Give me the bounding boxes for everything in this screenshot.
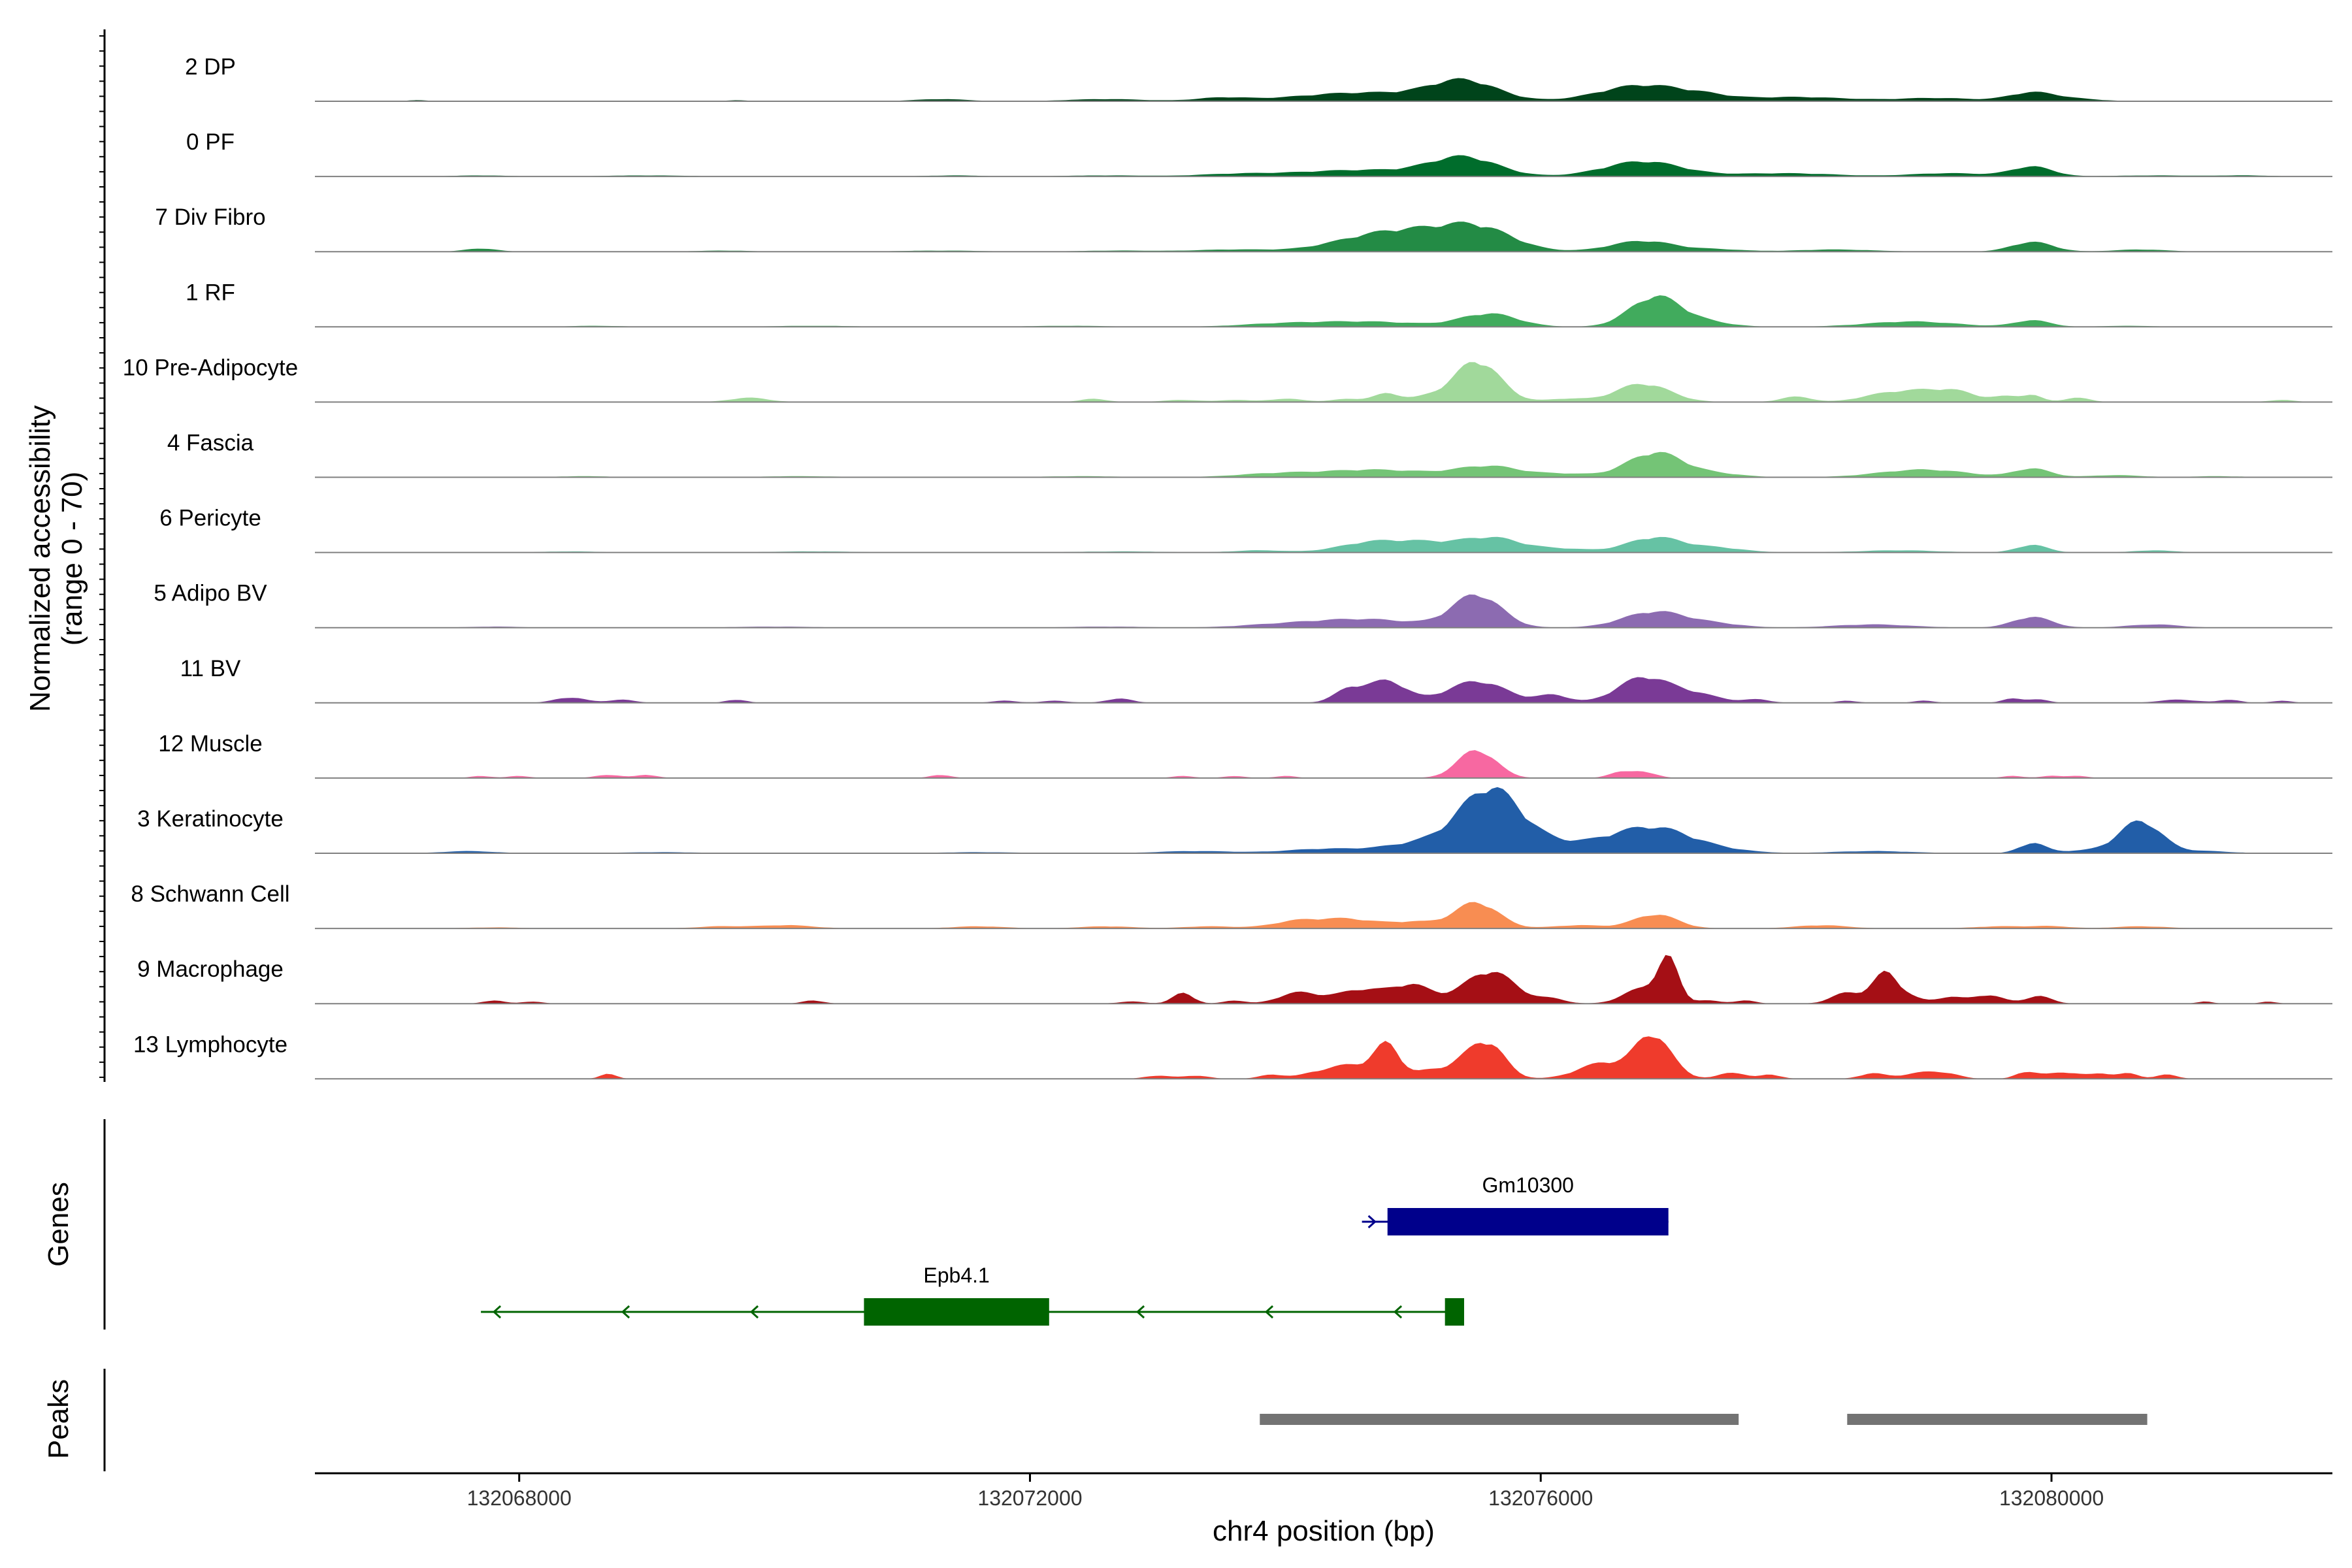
track-label: 8 Schwann Cell — [131, 881, 289, 907]
gene-exon — [1445, 1298, 1464, 1326]
track-5-adipo-bv: 5 Adipo BV — [154, 581, 2332, 629]
track-label: 9 Macrophage — [137, 956, 284, 982]
track-3-keratinocyte: 3 Keratinocyte — [137, 787, 2332, 854]
track-8-schwann-cell: 8 Schwann Cell — [131, 881, 2332, 930]
strand-arrow — [621, 1305, 630, 1319]
peaks-panel-label: Peaks — [42, 1379, 74, 1459]
track-label: 1 RF — [186, 280, 235, 305]
strand-arrow — [1135, 1305, 1145, 1319]
x-tick-label: 132076000 — [1488, 1486, 1593, 1510]
track-9-macrophage: 9 Macrophage — [137, 955, 2332, 1005]
track-label: 11 BV — [180, 656, 241, 681]
coverage-area — [315, 677, 2332, 703]
x-axis-ticks: 132068000 132072000 132076000 132080000 — [467, 1473, 2104, 1510]
gene-exon — [864, 1298, 1049, 1326]
gene-epb4-1: Epb4.1 — [481, 1264, 1464, 1326]
track-1-rf: 1 RF — [186, 280, 2332, 328]
gene-label: Epb4.1 — [923, 1264, 989, 1287]
coverage-area — [315, 750, 2332, 778]
strand-arrow — [749, 1305, 759, 1319]
track-label: 3 Keratinocyte — [137, 806, 284, 832]
track-10-pre-adipocyte: 10 Pre-Adipocyte — [123, 355, 2332, 403]
track-label: 0 PF — [186, 129, 235, 155]
x-tick-label: 132080000 — [1999, 1486, 2104, 1510]
coverage-area — [315, 536, 2332, 553]
coverage-area — [315, 295, 2332, 327]
track-label: 5 Adipo BV — [154, 581, 267, 606]
coverage-area — [315, 594, 2332, 628]
peak-region-bar — [1260, 1414, 1739, 1425]
track-13-lymphocyte: 13 Lymphocyte — [133, 1032, 2332, 1080]
strand-arrow — [1393, 1305, 1403, 1319]
coverage-area — [315, 78, 2332, 101]
track-7-div-fibro: 7 Div Fibro — [155, 204, 2332, 253]
track-6-pericyte: 6 Pericyte — [159, 506, 2332, 553]
coverage-area — [315, 902, 2332, 929]
y-axis-label-line2: (range 0 - 70) — [56, 472, 88, 646]
accessibility-tracks: 2 DP 0 PF 7 Div Fibro 1 RF 10 Pre-Adipocyte 4… — [123, 54, 2332, 1080]
coverage-area — [315, 362, 2332, 402]
coverage-area — [315, 955, 2332, 1004]
track-label: 13 Lymphocyte — [133, 1032, 287, 1057]
track-label: 2 DP — [185, 54, 236, 80]
track-label: 10 Pre-Adipocyte — [123, 355, 298, 380]
track-label: 12 Muscle — [158, 731, 263, 757]
coverage-area — [315, 155, 2332, 177]
genes-panel-label: Genes — [42, 1182, 74, 1267]
gene-exon — [1387, 1208, 1669, 1235]
track-2-dp: 2 DP — [185, 54, 2332, 102]
strand-arrow — [1264, 1305, 1274, 1319]
peak-region-bar — [1847, 1414, 2148, 1425]
track-label: 6 Pericyte — [159, 506, 261, 531]
strand-arrow — [492, 1305, 502, 1319]
strand-arrow — [1367, 1215, 1377, 1229]
x-tick-label: 132068000 — [467, 1486, 572, 1510]
coverage-axis-ticks — [99, 35, 105, 1078]
coverage-area — [315, 451, 2332, 478]
gene-annotations: Gm10300 Epb4.1 — [481, 1173, 1669, 1326]
track-label: 7 Div Fibro — [155, 204, 265, 230]
peak-regions — [1260, 1414, 2148, 1425]
coverage-area — [315, 787, 2332, 853]
x-tick-label: 132072000 — [977, 1486, 1082, 1510]
track-label: 4 Fascia — [167, 431, 254, 456]
coverage-area — [315, 221, 2332, 252]
coverage-area — [315, 1036, 2332, 1079]
track-11-bv: 11 BV — [180, 656, 2332, 704]
y-axis-label-line1: Normalized accessibility — [24, 405, 56, 711]
track-12-muscle: 12 Muscle — [158, 731, 2332, 779]
gene-label: Gm10300 — [1482, 1173, 1574, 1197]
x-axis-label: chr4 position (bp) — [1213, 1515, 1435, 1547]
track-0-pf: 0 PF — [186, 129, 2332, 178]
track-4-fascia: 4 Fascia — [167, 431, 2332, 478]
gene-gm10300: Gm10300 — [1362, 1173, 1669, 1235]
